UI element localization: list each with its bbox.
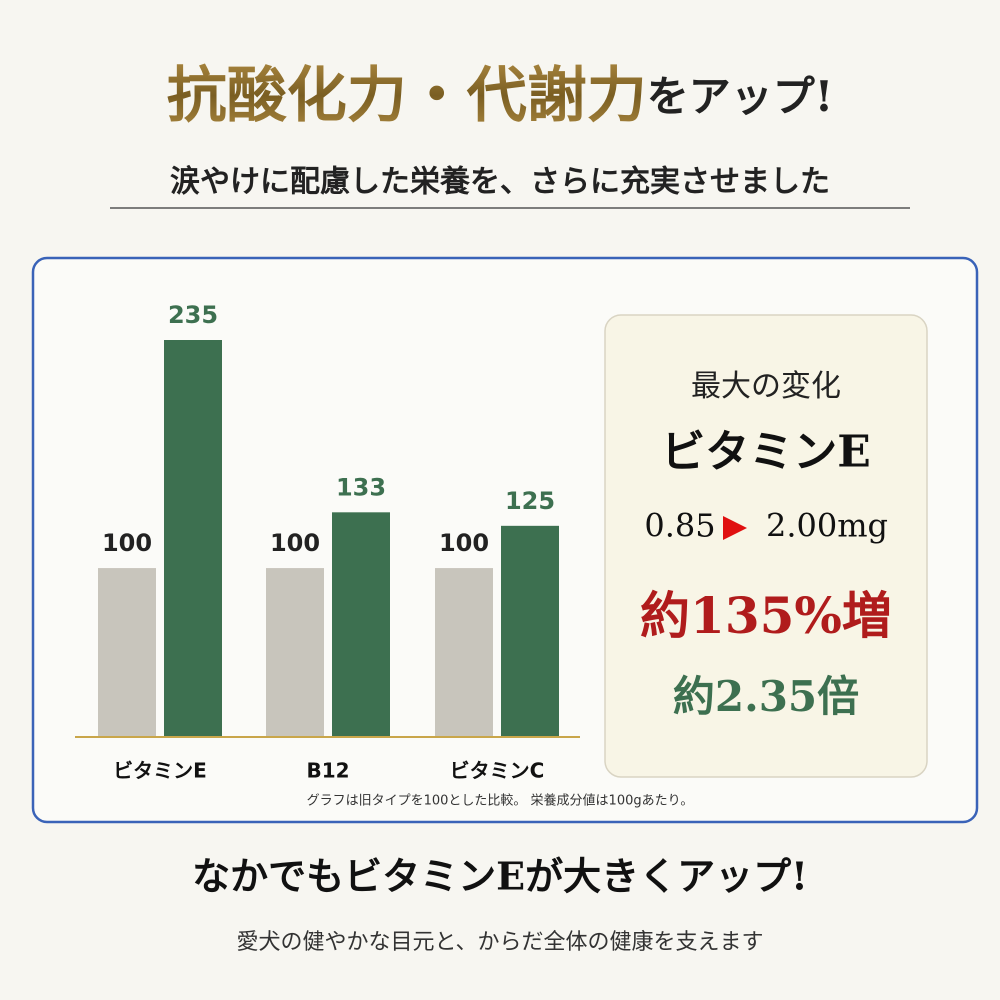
ratio: 約2.35倍 <box>673 672 859 721</box>
x-tick-label: ビタミンE <box>113 759 207 783</box>
highlight-heading: 最大の変化 <box>691 369 841 404</box>
footer-headline: なかでもビタミンEが大きくアップ! <box>192 854 808 899</box>
title: 抗酸化力・代謝力をアップ! <box>167 61 833 131</box>
after-value: 2.00mg <box>766 507 888 545</box>
increase: 約135%増 <box>640 586 892 645</box>
before-value: 0.85 <box>644 507 715 545</box>
value-label: 125 <box>505 487 555 515</box>
value-label: 235 <box>168 301 218 329</box>
subtitle: 涙やけに配慮した栄養を、さらに充実させました <box>170 165 830 200</box>
value-label: 100 <box>439 529 489 557</box>
bar <box>501 525 559 737</box>
value-label: 100 <box>102 529 152 557</box>
bar <box>435 568 493 737</box>
x-tick-label: ビタミンC <box>450 759 545 783</box>
bar <box>164 340 222 737</box>
value-label: 133 <box>336 473 386 501</box>
value-label: 100 <box>270 529 320 557</box>
chart-note: グラフは旧タイプを100とした比較。 栄養成分値は100gあたり。 <box>307 793 694 809</box>
bar <box>98 568 156 737</box>
bar <box>266 568 324 737</box>
bar <box>332 512 390 737</box>
title-suffix: をアップ! <box>647 72 833 121</box>
chart: ビタミンE 100 235 B12 100 133 ビタミンC 100 125 <box>98 301 559 783</box>
title-main: 抗酸化力・代謝力 <box>167 61 647 131</box>
x-tick-label: B12 <box>306 759 349 783</box>
footer-tagline: 愛犬の健やかな目元と、からだ全体の健康を支えます <box>236 930 763 955</box>
highlight-box <box>604 314 928 778</box>
highlight-nutrient: ビタミンE <box>661 427 871 478</box>
arrow <box>723 516 747 540</box>
